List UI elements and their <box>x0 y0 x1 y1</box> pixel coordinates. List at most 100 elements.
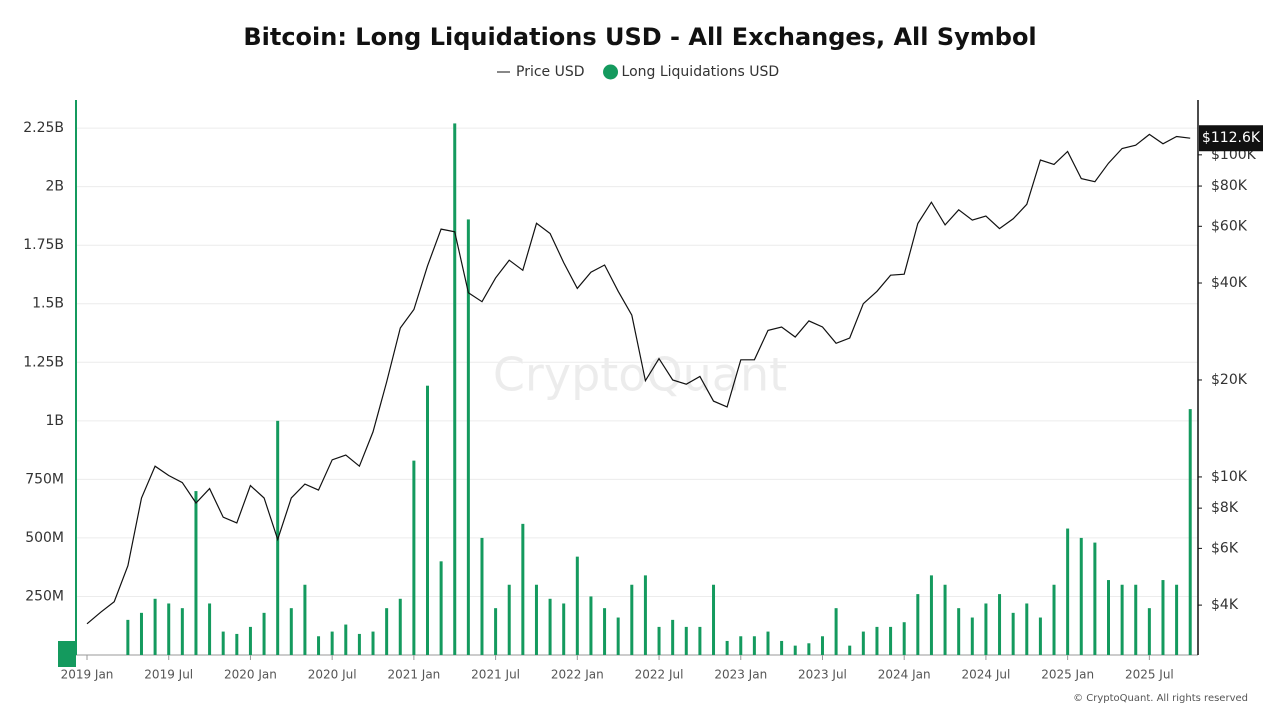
bar <box>834 608 838 655</box>
bar <box>1052 584 1056 655</box>
bar <box>1120 584 1124 655</box>
x-tick-label: 2021 Jan <box>387 668 440 682</box>
bar <box>630 584 634 655</box>
bar <box>453 123 457 655</box>
bar <box>848 645 852 655</box>
y-tick-label: 1.75B <box>23 237 64 253</box>
bar <box>916 594 920 655</box>
bar <box>1025 603 1029 655</box>
bar <box>643 575 647 655</box>
bar <box>1011 612 1015 655</box>
bar <box>1188 409 1192 655</box>
legend: Price USD Long Liquidations USD <box>497 64 779 80</box>
bar <box>180 608 184 655</box>
y-tick-label: 1.25B <box>23 354 64 370</box>
bar <box>412 460 416 655</box>
bar <box>521 523 525 655</box>
y2-tick-label: $6K <box>1211 540 1239 556</box>
price-line <box>86 133 1191 625</box>
bar <box>861 631 865 655</box>
bar <box>466 219 470 656</box>
bar <box>289 608 293 655</box>
y-tick-label: 500M <box>25 530 64 546</box>
bar <box>357 633 361 655</box>
bar <box>385 608 389 655</box>
bar <box>194 491 198 655</box>
x-tick-label: 2024 Jan <box>878 668 931 682</box>
x-tick-label: 2023 Jan <box>714 668 767 682</box>
bar <box>262 612 266 655</box>
bar <box>943 584 947 655</box>
bar <box>807 643 811 655</box>
bar <box>957 608 961 655</box>
bar <box>248 626 252 655</box>
x-tick-label: 2025 Jul <box>1125 668 1174 682</box>
y2-tick-label: $10K <box>1211 469 1248 485</box>
bar <box>684 626 688 655</box>
y2-tick-label: $4K <box>1211 597 1239 613</box>
bar <box>984 603 988 655</box>
bar <box>1107 580 1110 655</box>
bar <box>575 556 579 655</box>
bar <box>235 633 239 655</box>
x-tick-label: 2024 Jul <box>961 668 1010 682</box>
bar <box>725 640 729 655</box>
y-tick-label: 2.25B <box>23 120 64 136</box>
bar <box>153 598 157 655</box>
x-tick-label: 2022 Jan <box>551 668 604 682</box>
x-tick-label: 2020 Jan <box>224 668 277 682</box>
x-tick-label: 2025 Jan <box>1041 668 1094 682</box>
bar <box>548 598 552 655</box>
bar <box>344 624 348 655</box>
bar <box>126 619 130 655</box>
bar <box>616 617 620 655</box>
bar <box>221 631 225 655</box>
legend-label: Price USD <box>516 64 585 80</box>
y-tick-label: 250M <box>25 588 64 604</box>
bar <box>889 626 893 655</box>
bar <box>398 598 402 655</box>
bar <box>970 617 974 655</box>
y2-tick-label: $80K <box>1211 178 1248 194</box>
bar <box>1079 537 1083 655</box>
bar <box>439 561 443 655</box>
chart-title: Bitcoin: Long Liquidations USD - All Exc… <box>243 23 1036 51</box>
bar <box>875 626 879 655</box>
bar <box>793 645 797 655</box>
y2-tick-label: $40K <box>1211 275 1248 291</box>
bar <box>766 631 770 655</box>
y-tick-label: 1.5B <box>32 296 64 312</box>
y2-tick-label: $20K <box>1211 372 1248 388</box>
price-label-box <box>1199 125 1263 152</box>
bar <box>929 575 933 655</box>
x-tick-label: 2023 Jul <box>798 668 847 682</box>
bar <box>534 584 538 655</box>
x-tick-label: 2019 Jul <box>144 668 193 682</box>
bar <box>1093 542 1097 655</box>
bar <box>480 537 484 655</box>
bar <box>426 385 429 655</box>
bar <box>371 631 375 655</box>
bar <box>167 603 171 655</box>
bar <box>820 636 824 655</box>
x-tick-label: 2019 Jan <box>61 668 114 682</box>
bar <box>657 626 661 655</box>
x-tick-label: 2020 Jul <box>308 668 357 682</box>
bar <box>303 584 307 655</box>
bar <box>494 608 498 655</box>
bar <box>589 596 593 655</box>
bar <box>698 626 702 655</box>
bar <box>603 608 607 655</box>
bar <box>1066 528 1070 655</box>
x-tick-label: 2022 Jul <box>635 668 684 682</box>
bar <box>712 584 716 655</box>
bar <box>507 584 511 655</box>
bar <box>1161 580 1165 655</box>
price-label: $112.6K <box>1202 130 1261 146</box>
y-tick-label: 750M <box>25 471 64 487</box>
bar <box>208 603 212 655</box>
bar <box>139 612 143 655</box>
bar <box>1134 584 1138 655</box>
